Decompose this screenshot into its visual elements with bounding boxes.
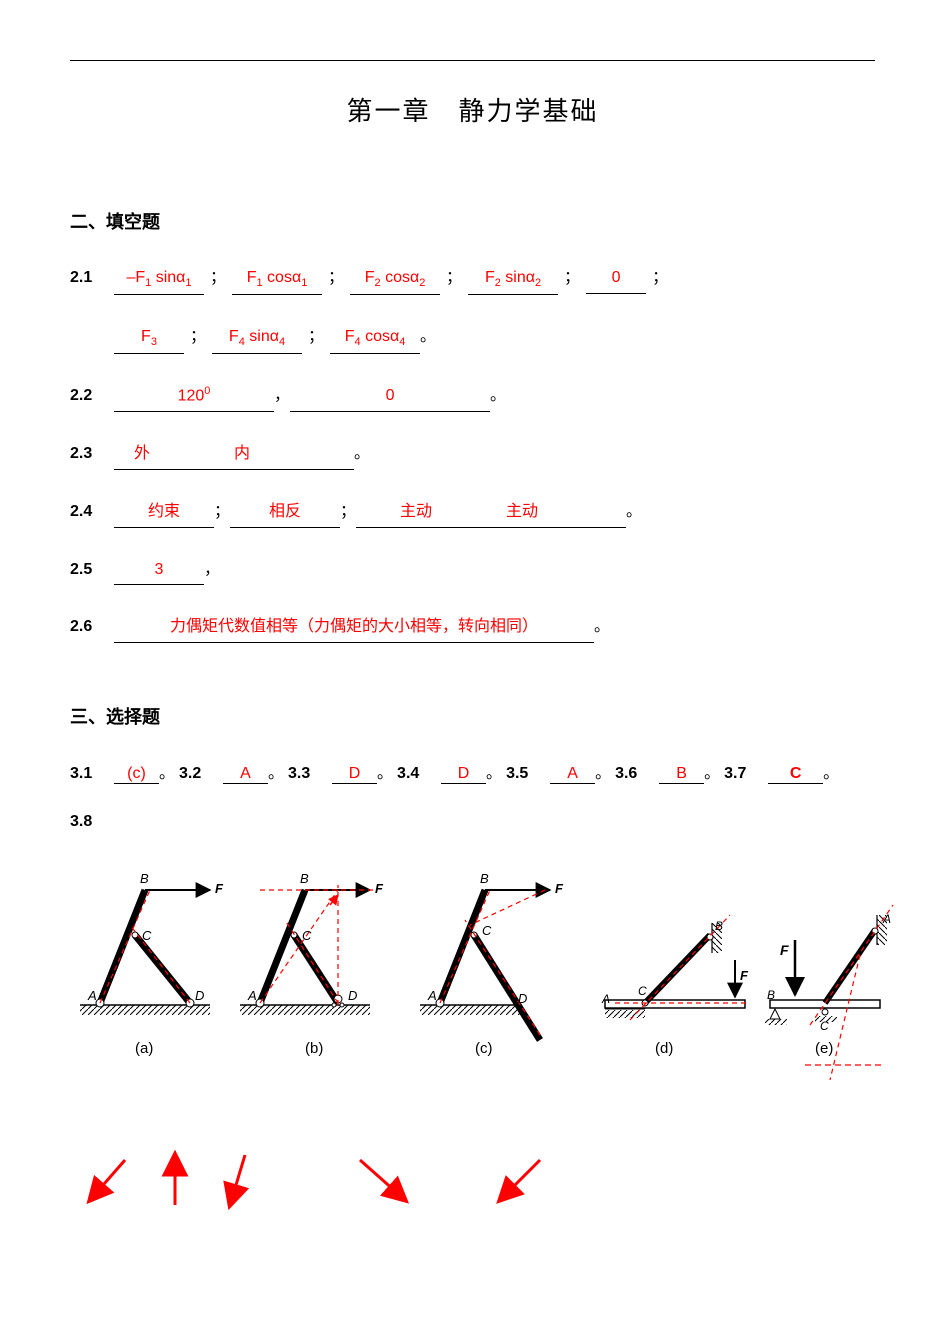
svg-text:D: D: [195, 988, 204, 1003]
diagram-a: B F C A D: [70, 865, 230, 1045]
q-2-1-line1: 2.1 –F1 sinα1； F1 cosα1； F2 cosα2； F2 si…: [70, 264, 875, 295]
q24-b2: 相反: [230, 498, 340, 528]
q21-b2: F1 cosα1: [232, 264, 322, 295]
q31-num: 3.1: [70, 765, 102, 783]
svg-text:A: A: [882, 912, 891, 926]
q31-ans: (c): [114, 765, 159, 784]
q-3-8: 3.8: [70, 808, 875, 837]
svg-text:C: C: [482, 923, 492, 938]
q21-b3: F2 cosα2: [350, 264, 440, 295]
q-2-1-line2: F3； F4 sinα4； F4 cosα4。: [114, 323, 875, 354]
q21-b8: F4 cosα4: [330, 323, 420, 354]
q35-num: 3.5: [506, 765, 538, 783]
diagram-d: F A B C: [590, 885, 760, 1055]
q24-b3: 主动: [356, 498, 476, 528]
q21-b5: 0: [586, 264, 646, 294]
q24-b1: 约束: [114, 498, 214, 528]
svg-text:A: A: [87, 988, 97, 1003]
page: 第一章 静力学基础 二、填空题 2.1 –F1 sinα1； F1 cosα1；…: [0, 0, 945, 1275]
diag-b-label: (b): [305, 1040, 323, 1057]
section-2-header: 二、填空题: [70, 208, 875, 234]
svg-text:D: D: [518, 991, 527, 1006]
diagram-b: B F C A D: [230, 865, 410, 1045]
svg-text:C: C: [820, 1019, 829, 1033]
svg-text:F: F: [740, 968, 749, 983]
q36-num: 3.6: [615, 765, 647, 783]
q-3-8-num: 3.8: [70, 808, 102, 837]
svg-text:B: B: [300, 871, 309, 886]
q-2-5: 2.5 3，: [70, 556, 875, 586]
svg-text:F: F: [555, 881, 564, 896]
q-2-4-num: 2.4: [70, 498, 102, 527]
q21-b4: F2 sinα2: [468, 264, 558, 295]
svg-text:F: F: [215, 881, 224, 896]
q-2-4: 2.4 约束； 相反； 主动 主动。: [70, 498, 875, 528]
svg-text:B: B: [140, 871, 149, 886]
diag-c-label: (c): [475, 1040, 493, 1057]
q37-ans: C: [768, 765, 823, 784]
bottom-arrows: [70, 1145, 890, 1235]
top-rule: [70, 60, 875, 61]
q-2-2-num: 2.2: [70, 382, 102, 411]
q-2-2: 2.2 1200 ， 0。: [70, 382, 875, 412]
svg-text:D: D: [348, 988, 357, 1003]
q34-num: 3.4: [397, 765, 429, 783]
q24-b4: 主动: [476, 498, 626, 528]
q-2-1-num: 2.1: [70, 264, 102, 293]
diagram-e: F A B C: [765, 885, 905, 1085]
q33-num: 3.3: [288, 765, 320, 783]
svg-text:B: B: [715, 919, 723, 933]
q-2-6-num: 2.6: [70, 613, 102, 642]
chapter-title: 第一章 静力学基础: [70, 91, 875, 128]
q21-b1: –F1 sinα1: [114, 264, 204, 295]
svg-text:B: B: [767, 988, 775, 1002]
diag-e-label: (e): [815, 1040, 833, 1057]
svg-text:C: C: [142, 928, 152, 943]
q21-b6: F3: [114, 323, 184, 354]
diagram-c: B F C A D: [410, 865, 580, 1055]
q26-b1: 力偶矩代数值相等（力偶矩的大小相等，转向相同）: [114, 613, 594, 643]
q22-b1: 1200: [114, 382, 274, 412]
q22-b2: 0: [290, 382, 490, 412]
svg-text:C: C: [302, 928, 312, 943]
diagrams-row: B F C A D (a): [70, 865, 875, 1145]
svg-text:B: B: [480, 871, 489, 886]
mc-row: 3.1(c)。 3.2A。 3.3D。 3.4D。 3.5A。 3.6B。 3.…: [70, 759, 875, 784]
q36-ans: B: [659, 765, 704, 784]
q-2-3-num: 2.3: [70, 440, 102, 469]
q32-num: 3.2: [179, 765, 211, 783]
q33-ans: D: [332, 765, 377, 784]
q23-b1: 外: [114, 440, 214, 470]
svg-text:F: F: [780, 942, 789, 958]
q-2-3: 2.3 外 内。: [70, 440, 875, 470]
q35-ans: A: [550, 765, 595, 784]
q32-ans: A: [223, 765, 268, 784]
q37-num: 3.7: [724, 765, 756, 783]
svg-text:C: C: [638, 984, 647, 998]
q-2-6: 2.6 力偶矩代数值相等（力偶矩的大小相等，转向相同）。: [70, 613, 875, 643]
q-2-5-num: 2.5: [70, 556, 102, 585]
diag-d-label: (d): [655, 1040, 673, 1057]
q23-b2: 内: [214, 440, 354, 470]
svg-text:A: A: [601, 992, 610, 1006]
q21-b7: F4 sinα4: [212, 323, 302, 354]
diag-a-label: (a): [135, 1040, 153, 1057]
svg-text:F: F: [375, 881, 384, 896]
section-3-header: 三、选择题: [70, 703, 875, 729]
q34-ans: D: [441, 765, 486, 784]
arrows-row: [70, 1145, 875, 1235]
svg-text:A: A: [427, 988, 437, 1003]
q25-b1: 3: [114, 556, 204, 586]
svg-text:A: A: [247, 988, 257, 1003]
